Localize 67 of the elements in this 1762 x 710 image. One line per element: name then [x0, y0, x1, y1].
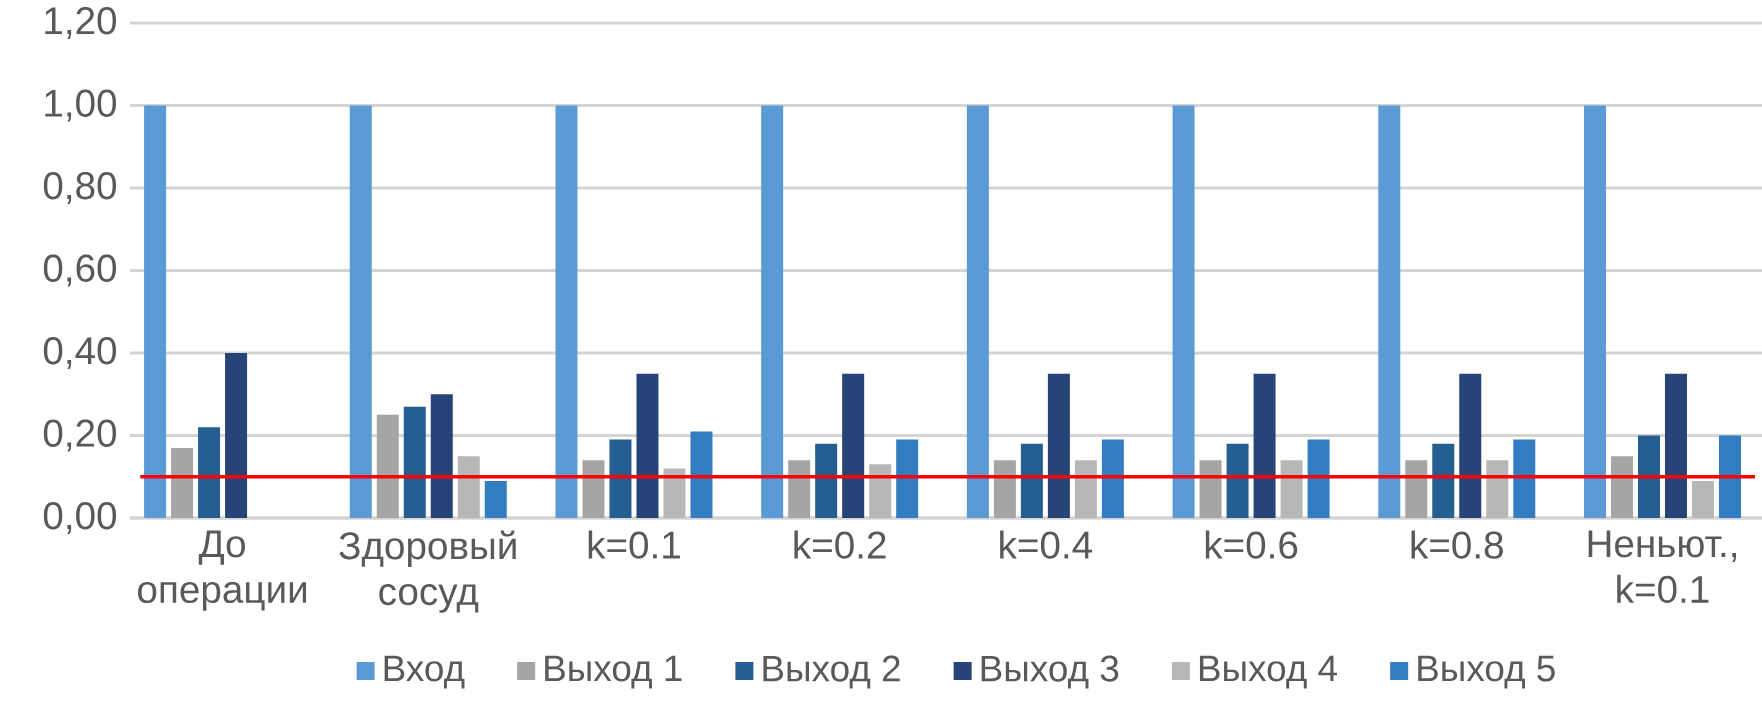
bar: [1486, 460, 1509, 518]
bar: [198, 427, 221, 518]
bar: [1199, 460, 1222, 518]
legend-label: Выход 3: [981, 655, 1119, 689]
bar: [1172, 105, 1195, 518]
x-tick-label: k=0.4: [1000, 530, 1093, 559]
bar: [1020, 443, 1043, 518]
bar: [171, 447, 194, 518]
y-tick-label: 0,60: [43, 254, 117, 287]
y-tick-label: 0,80: [43, 172, 117, 204]
legend-label: Выход 2: [763, 655, 900, 689]
bar: [376, 414, 399, 518]
bar: [1691, 480, 1714, 518]
bar: [1432, 443, 1455, 518]
bar: [1513, 439, 1536, 518]
bar: [1226, 443, 1249, 518]
bar: [966, 105, 989, 518]
bar: [1664, 373, 1687, 518]
x-tick-label: k=0.6: [1205, 530, 1298, 559]
bar: [349, 105, 372, 518]
x-tick-label: До операции: [138, 530, 307, 611]
x-tick-label: k=0.8: [1411, 530, 1503, 559]
legend-label: Вход: [384, 655, 465, 689]
y-tick-label: 1,20: [45, 7, 117, 39]
y-tick-label: 0,00: [43, 502, 117, 534]
bar: [1583, 105, 1606, 518]
x-tick-label: k=0.2: [794, 530, 886, 559]
bar: [1459, 373, 1482, 518]
bar: [609, 439, 632, 518]
bar: [690, 431, 713, 518]
bar: [1378, 105, 1401, 518]
bar: [1405, 460, 1428, 518]
bar: [1307, 439, 1330, 518]
bar: [403, 406, 426, 518]
bar: [1718, 435, 1741, 518]
bar: [457, 456, 480, 518]
bar: [993, 460, 1016, 518]
bar: [1253, 373, 1276, 518]
bar: [842, 373, 865, 518]
x-tick-label: k=0.1: [588, 530, 680, 559]
bar: [1074, 460, 1097, 518]
bar: [1047, 373, 1070, 518]
bar: [225, 353, 248, 518]
bar: [896, 439, 919, 518]
y-tick-label: 0,20: [43, 419, 117, 452]
bar: [582, 460, 605, 518]
legend-label: Выход 4: [1199, 655, 1337, 689]
bar: [869, 464, 892, 518]
bar: [144, 105, 167, 518]
bar: [430, 394, 453, 518]
y-tick-label: 0,40: [43, 337, 117, 369]
legend-label: Выход 1: [545, 655, 682, 689]
bar: [788, 460, 811, 518]
bar: [1280, 460, 1303, 518]
bar: [1637, 435, 1660, 518]
bar: [555, 105, 578, 518]
y-tick-label: 1,00: [45, 89, 117, 122]
x-tick-label: Неньют., k=0.1: [1588, 530, 1736, 604]
bar: [663, 468, 686, 518]
bar: [815, 443, 838, 518]
bar: [761, 105, 784, 518]
bar: [484, 480, 507, 518]
x-tick-label: Здоровый сосуд: [339, 530, 516, 613]
bar: [1101, 439, 1124, 518]
bar: [1610, 456, 1633, 518]
bar: [636, 373, 659, 518]
legend-label: Выход 5: [1418, 655, 1555, 689]
